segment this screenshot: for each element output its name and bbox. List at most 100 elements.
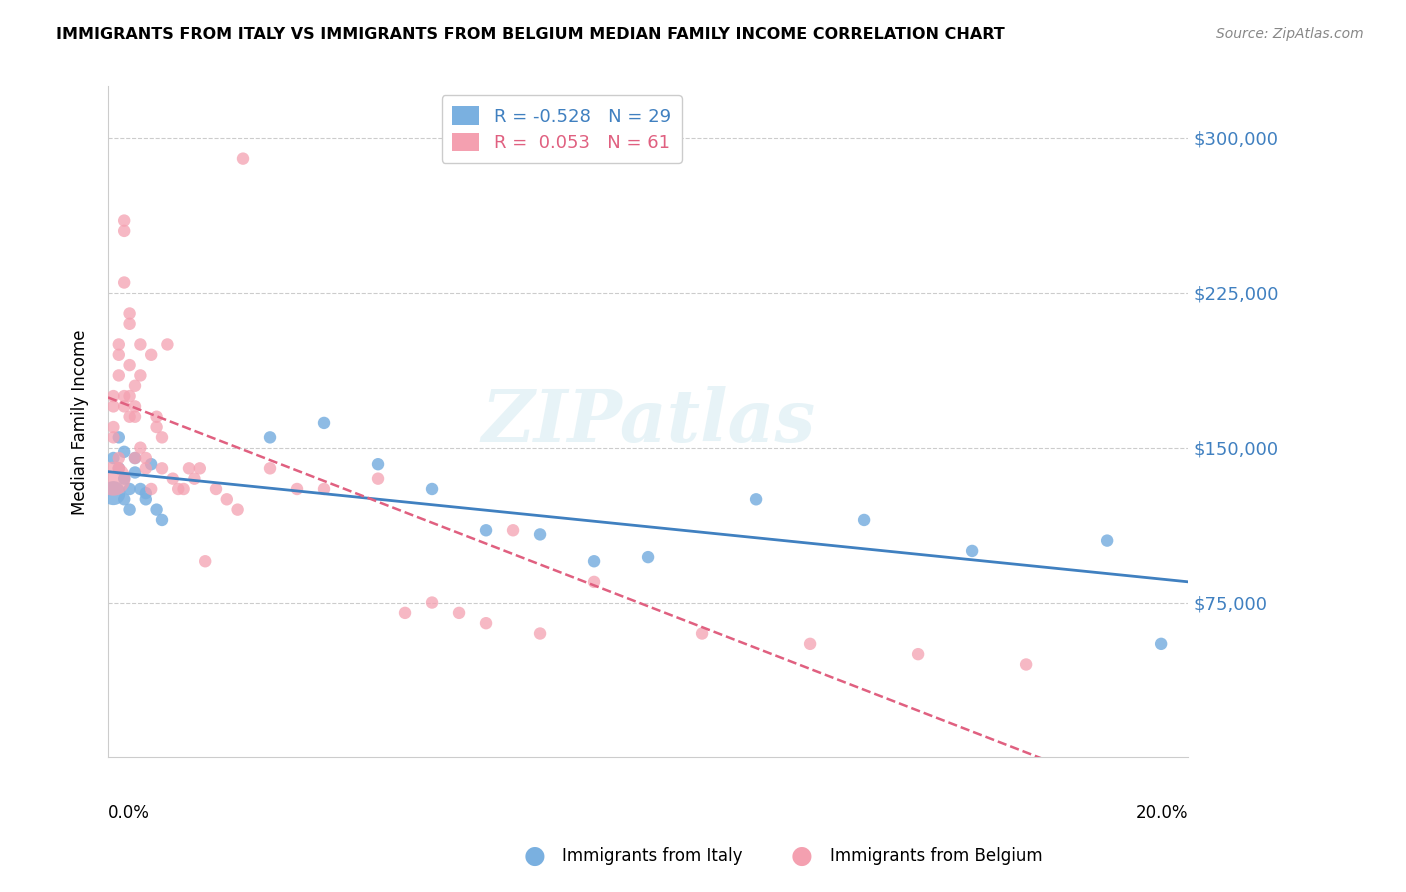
Text: IMMIGRANTS FROM ITALY VS IMMIGRANTS FROM BELGIUM MEDIAN FAMILY INCOME CORRELATIO: IMMIGRANTS FROM ITALY VS IMMIGRANTS FROM…	[56, 27, 1005, 42]
Point	[226, 502, 249, 516]
Point	[129, 482, 152, 496]
Point	[141, 482, 163, 496]
Point	[475, 523, 498, 537]
Point	[112, 276, 135, 290]
Point	[145, 420, 167, 434]
Point	[103, 430, 125, 444]
Point	[135, 450, 157, 465]
Point	[103, 486, 125, 500]
Point	[118, 306, 141, 320]
Point	[232, 152, 254, 166]
Point	[285, 482, 308, 496]
Point	[799, 637, 821, 651]
Point	[312, 482, 335, 496]
Text: Immigrants from Italy: Immigrants from Italy	[562, 847, 742, 865]
Point	[156, 337, 179, 351]
Point	[112, 472, 135, 486]
Point	[118, 502, 141, 516]
Point	[112, 213, 135, 227]
Point	[259, 430, 281, 444]
Point	[118, 358, 141, 372]
Point	[124, 400, 146, 414]
Point	[637, 550, 659, 565]
Point	[173, 482, 195, 496]
Point	[194, 554, 217, 568]
Point	[907, 647, 929, 661]
Point	[529, 626, 551, 640]
Point	[118, 409, 141, 424]
Point	[124, 409, 146, 424]
Point	[177, 461, 200, 475]
Point	[107, 461, 129, 475]
Point	[107, 430, 129, 444]
Point	[529, 527, 551, 541]
Point	[150, 461, 173, 475]
Point	[112, 400, 135, 414]
Point	[103, 420, 125, 434]
Text: ●: ●	[790, 845, 813, 868]
Point	[129, 441, 152, 455]
Point	[1015, 657, 1038, 672]
Point	[394, 606, 416, 620]
Text: 0.0%: 0.0%	[108, 805, 150, 822]
Point	[112, 224, 135, 238]
Point	[135, 492, 157, 507]
Point	[118, 482, 141, 496]
Point	[141, 457, 163, 471]
Point	[1095, 533, 1118, 548]
Point	[447, 606, 470, 620]
Y-axis label: Median Family Income: Median Family Income	[72, 329, 89, 515]
Point	[745, 492, 768, 507]
Point	[145, 409, 167, 424]
Point	[259, 461, 281, 475]
Point	[112, 389, 135, 403]
Legend: R = -0.528   N = 29, R =  0.053   N = 61: R = -0.528 N = 29, R = 0.053 N = 61	[441, 95, 682, 163]
Point	[502, 523, 524, 537]
Point	[141, 348, 163, 362]
Point	[853, 513, 876, 527]
Point	[107, 461, 129, 475]
Point	[960, 544, 983, 558]
Point	[118, 389, 141, 403]
Point	[103, 450, 125, 465]
Point	[1150, 637, 1173, 651]
Point	[690, 626, 713, 640]
Text: ZIPatlas: ZIPatlas	[481, 386, 815, 458]
Point	[205, 482, 228, 496]
Point	[183, 472, 205, 486]
Point	[103, 400, 125, 414]
Point	[312, 416, 335, 430]
Point	[475, 616, 498, 631]
Point	[167, 482, 190, 496]
Point	[215, 492, 238, 507]
Point	[145, 502, 167, 516]
Point	[135, 461, 157, 475]
Text: 20.0%: 20.0%	[1136, 805, 1188, 822]
Point	[124, 378, 146, 392]
Point	[129, 368, 152, 383]
Point	[129, 337, 152, 351]
Point	[162, 472, 184, 486]
Point	[107, 368, 129, 383]
Point	[135, 486, 157, 500]
Point	[124, 450, 146, 465]
Point	[107, 348, 129, 362]
Point	[150, 430, 173, 444]
Point	[103, 389, 125, 403]
Point	[107, 337, 129, 351]
Text: Source: ZipAtlas.com: Source: ZipAtlas.com	[1216, 27, 1364, 41]
Text: ●: ●	[523, 845, 546, 868]
Text: Immigrants from Belgium: Immigrants from Belgium	[830, 847, 1042, 865]
Point	[367, 457, 389, 471]
Point	[150, 513, 173, 527]
Point	[420, 482, 443, 496]
Point	[118, 317, 141, 331]
Point	[583, 574, 606, 589]
Point	[112, 445, 135, 459]
Point	[367, 472, 389, 486]
Point	[112, 492, 135, 507]
Point	[583, 554, 606, 568]
Point	[124, 450, 146, 465]
Point	[107, 450, 129, 465]
Point	[124, 466, 146, 480]
